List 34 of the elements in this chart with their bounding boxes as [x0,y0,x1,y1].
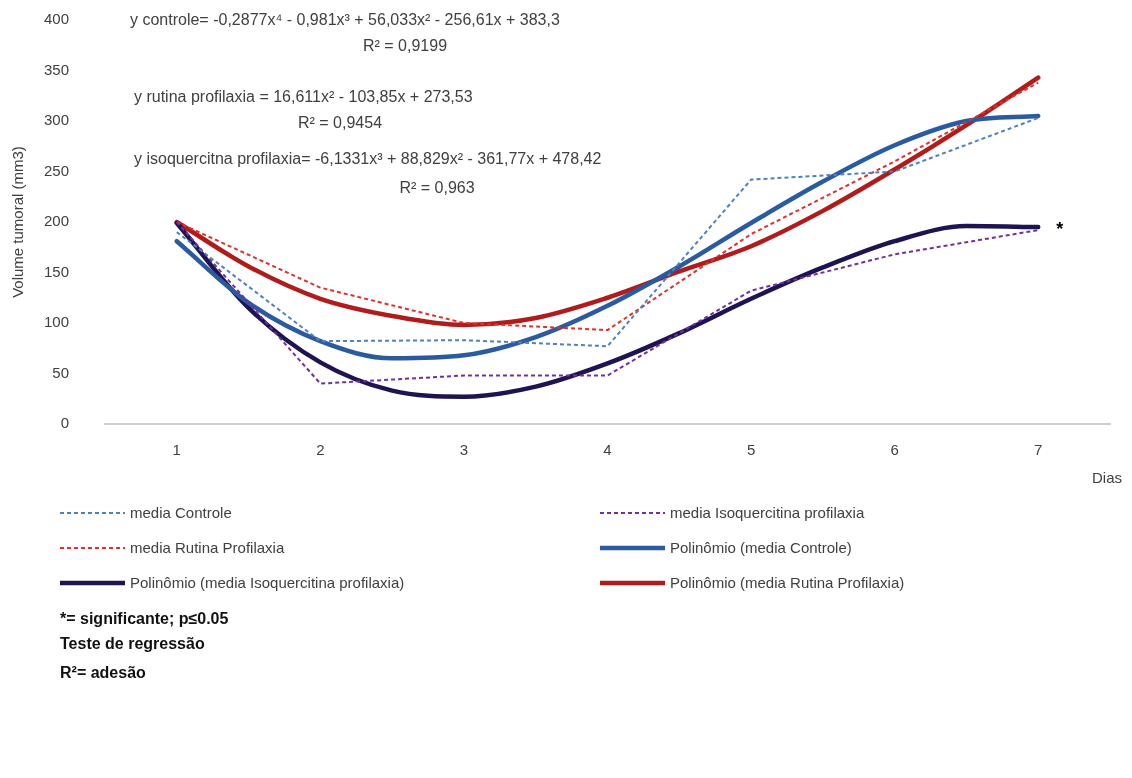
annotation: y controle= -0,2877x⁴ - 0,981x³ + 56,033x² - 256,61x + 383,3 [130,10,560,29]
text: Teste de regressão [60,634,206,654]
legend-label: Polinômio (media Controle) [670,539,852,556]
legend-label: media Controle [130,504,232,521]
text: R²= adesão [60,663,147,683]
x-tick-label: 6 [890,441,899,459]
annotation: y rutina profilaxia = 16,611x² - 103,85x + 273,53 [134,87,473,106]
y-tick-label: 250 [43,161,69,179]
x-axis-title: Dias [1092,469,1123,486]
annotation: R² = 0,9199 [362,36,448,55]
y-tick-label: 350 [43,60,69,78]
y-tick-label: 50 [52,363,69,381]
legend-label: media Isoquercitina profilaxia [670,504,865,521]
y-tick-label: 100 [43,313,69,331]
y-axis-title: Volume tumoral (mm3) [9,146,27,298]
annotation: R² = 0,9454 [297,113,383,132]
y-tick-label: 400 [43,10,69,28]
text: *= significante; p≤0.05 [60,609,229,629]
legend-label: Polinômio (media Rutina Profilaxia) [670,574,905,591]
annotation: * [1056,219,1064,240]
legend-label: Polinômio (media Isoquercitina profilaxia) [130,574,405,591]
y-tick-label: 0 [60,414,69,432]
legend-label: media Rutina Profilaxia [130,539,285,556]
annotation: y isoquercitna profilaxia= -6,1331x³ + 88,829x² - 361,77x + 478,42 [134,149,602,168]
x-tick-label: 1 [172,441,181,459]
y-tick-label: 300 [43,111,69,129]
y-tick-label: 150 [43,262,69,280]
x-tick-label: 4 [603,441,612,459]
x-tick-label: 7 [1034,441,1043,459]
annotation: R² = 0,963 [399,178,475,197]
x-tick-label: 2 [316,441,325,459]
x-tick-label: 3 [459,441,469,459]
x-tick-label: 5 [746,441,756,459]
y-tick-label: 200 [43,212,69,230]
